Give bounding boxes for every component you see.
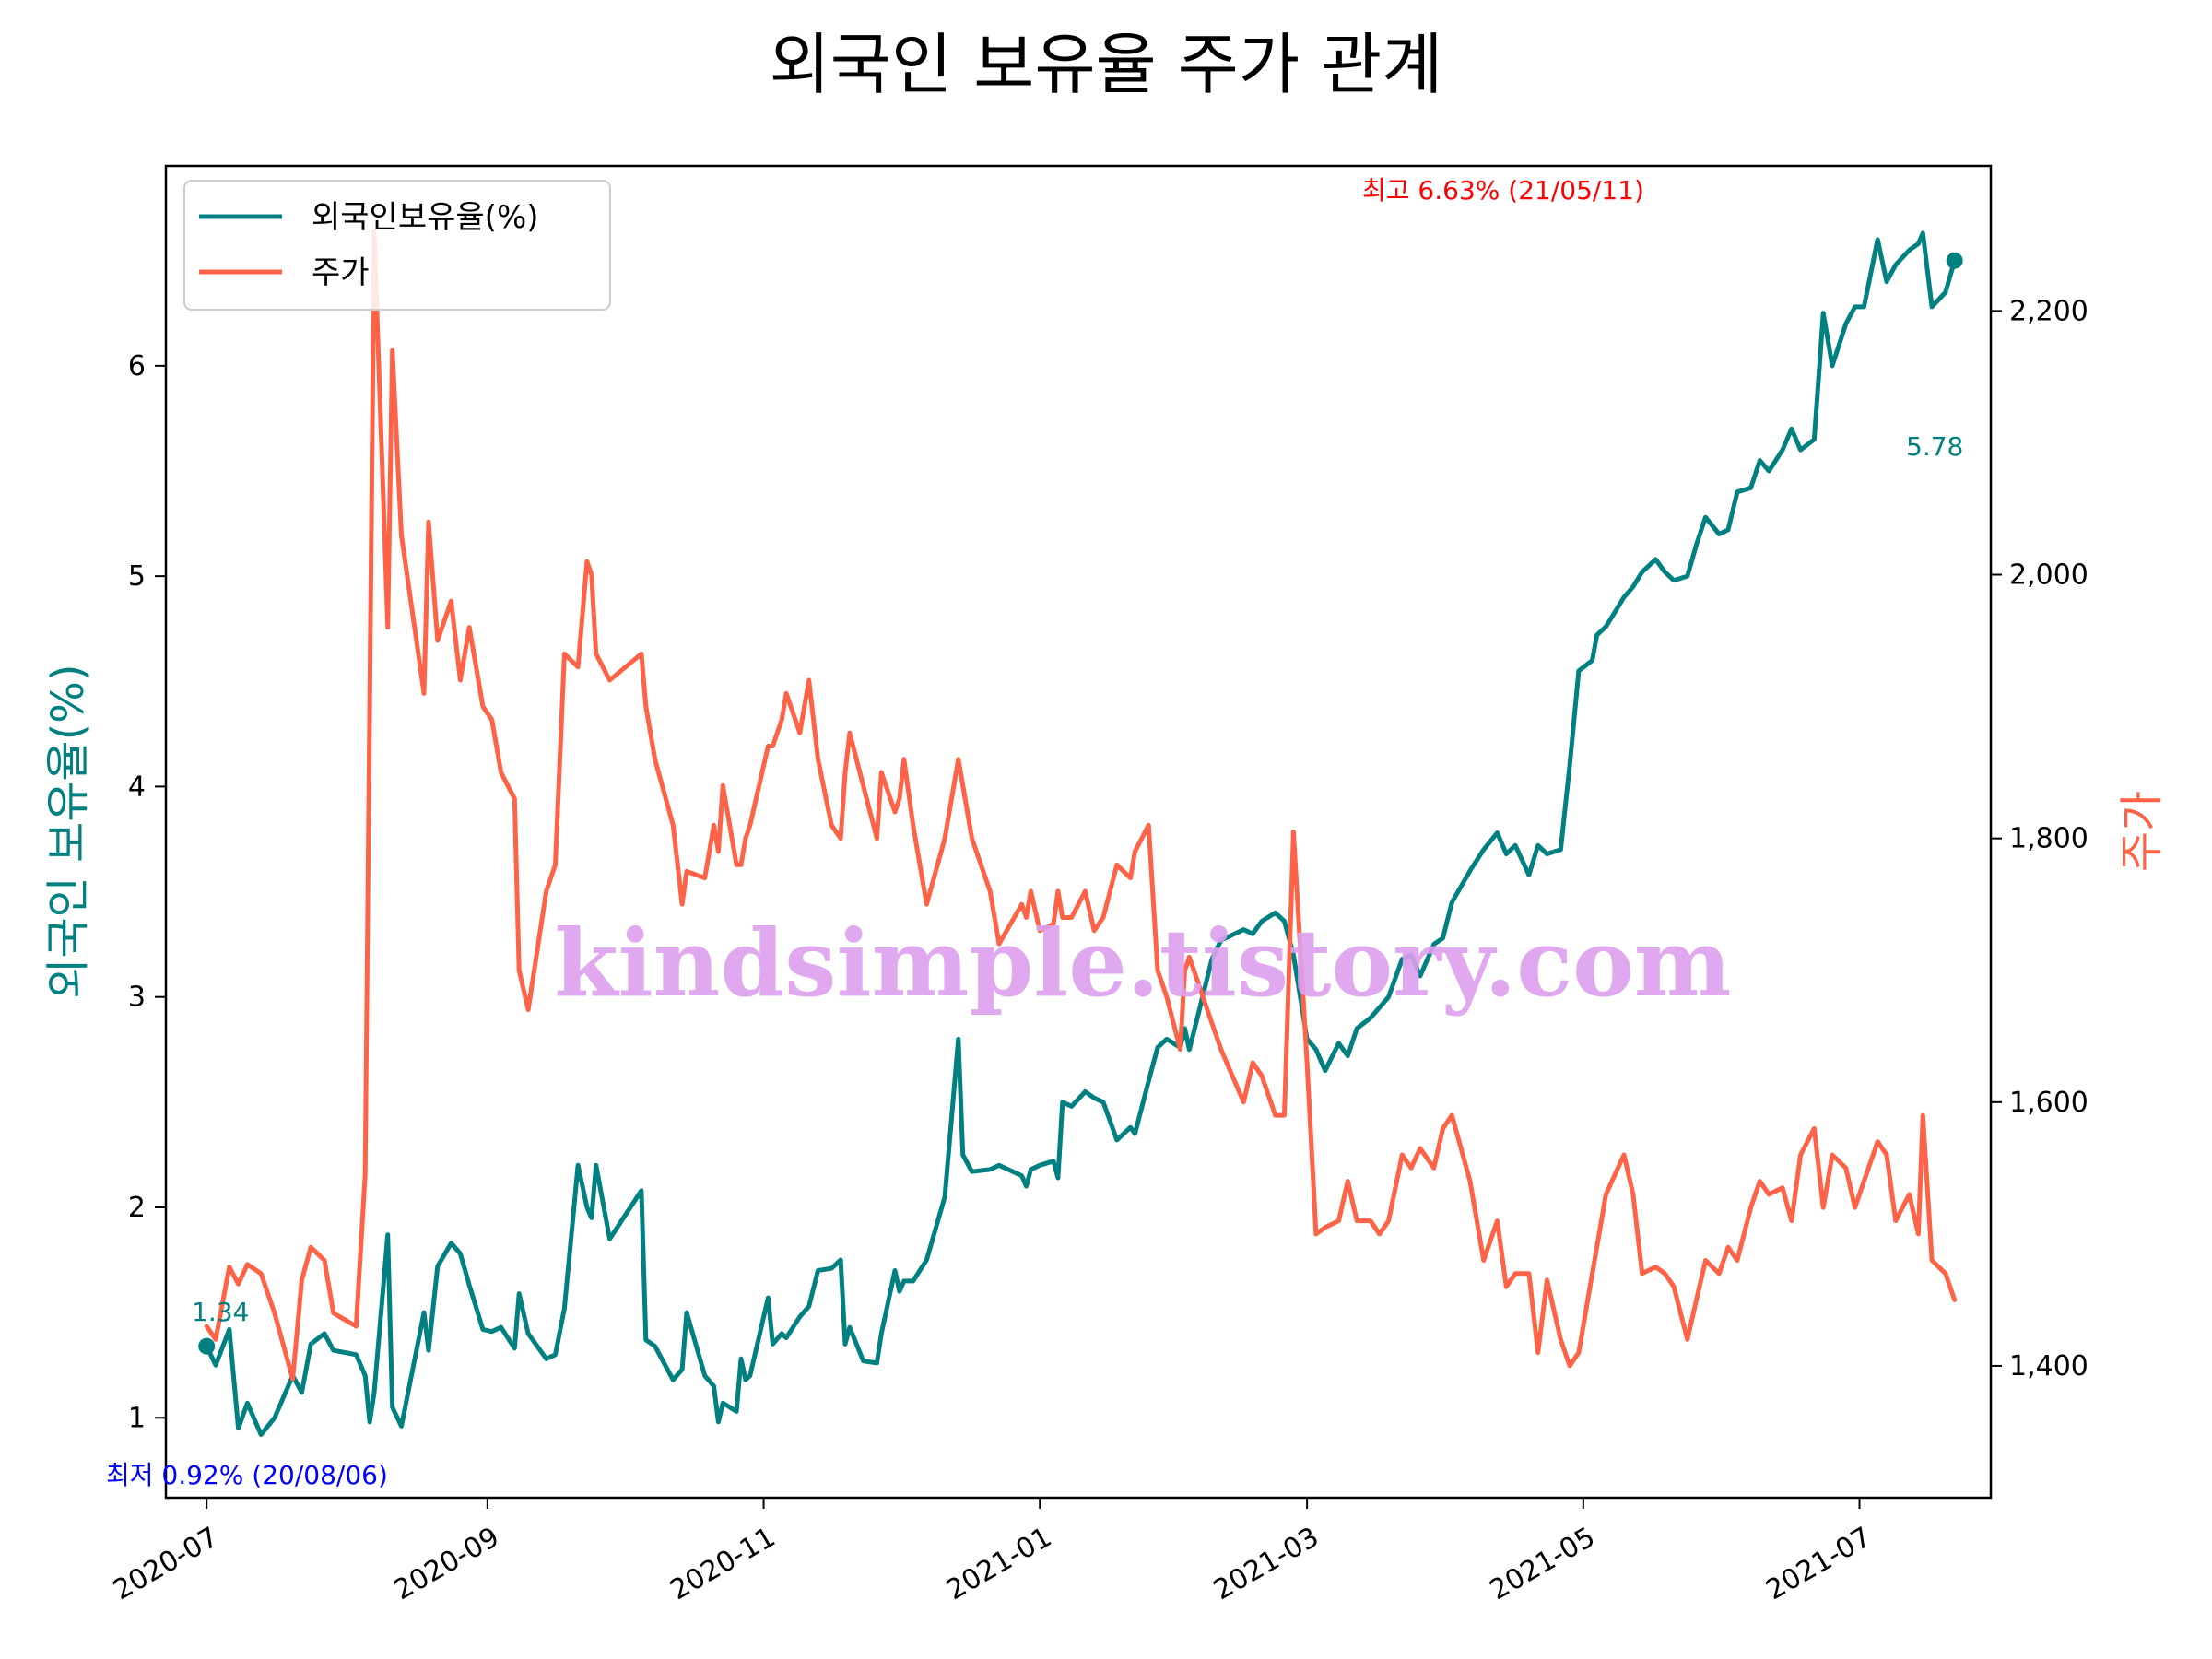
y-left-tick-label: 5 xyxy=(128,560,146,593)
y-left-tick-label: 6 xyxy=(128,350,146,382)
x-tick-label: 2021-03 xyxy=(1208,1521,1324,1606)
watermark: kindsimple.tistory.com xyxy=(554,909,1731,1018)
x-tick-label: 2021-07 xyxy=(1760,1521,1877,1606)
y-right-tick-label: 2,000 xyxy=(2009,559,2088,592)
x-axis: 2020-07 2020-09 2020-11 2021-01 2021-03 2021-… xyxy=(108,1498,1877,1606)
legend-label-foreign-ratio: 외국인보유율(%) xyxy=(312,199,539,236)
series-layer xyxy=(198,229,1963,1437)
series-line-price xyxy=(204,229,1958,1382)
x-tick-label: 2021-01 xyxy=(941,1521,1057,1606)
y-left-tick-label: 4 xyxy=(128,771,146,803)
annotation-min: 최저 0.92% (20/08/06) xyxy=(106,1460,388,1490)
x-tick-label: 2020-11 xyxy=(665,1521,781,1606)
legend-label-price: 주가 xyxy=(312,254,370,291)
y-left-tick-label: 1 xyxy=(128,1402,146,1434)
y-axis-right: 1,400 1,600 1,800 2,000 2,200 xyxy=(1991,295,2088,1382)
y-axis-left: 1 2 3 4 5 6 xyxy=(128,350,166,1434)
chart-title: 외국인 보유율 주가 관계 xyxy=(769,26,1442,103)
y-left-tick-label: 3 xyxy=(128,982,146,1014)
y-axis-left-title: 외국인 보유율(%) xyxy=(42,664,94,998)
y-left-tick-label: 2 xyxy=(128,1192,146,1224)
x-tick-label: 2020-07 xyxy=(108,1521,224,1606)
series-line-foreign-ratio xyxy=(204,230,1958,1437)
legend-frame xyxy=(183,180,611,311)
x-tick-label: 2020-09 xyxy=(389,1521,505,1606)
end-point-marker xyxy=(1946,252,1963,269)
y-axis-right-title: 주가 xyxy=(2116,791,2168,872)
y-right-tick-label: 1,800 xyxy=(2009,823,2088,855)
y-right-tick-label: 2,200 xyxy=(2009,295,2088,327)
y-right-tick-label: 1,400 xyxy=(2009,1350,2088,1382)
annotation-max: 최고 6.63% (21/05/11) xyxy=(1362,175,1644,206)
plot-frame xyxy=(164,164,1993,1500)
x-tick-label: 2021-05 xyxy=(1485,1521,1601,1606)
annotation-start-value: 1.34 xyxy=(192,1297,249,1327)
legend: 외국인보유율(%) 주가 xyxy=(183,180,611,311)
start-point-marker xyxy=(198,1337,216,1355)
annotation-end-value: 5.78 xyxy=(1906,431,1963,462)
y-right-tick-label: 1,600 xyxy=(2009,1087,2088,1119)
